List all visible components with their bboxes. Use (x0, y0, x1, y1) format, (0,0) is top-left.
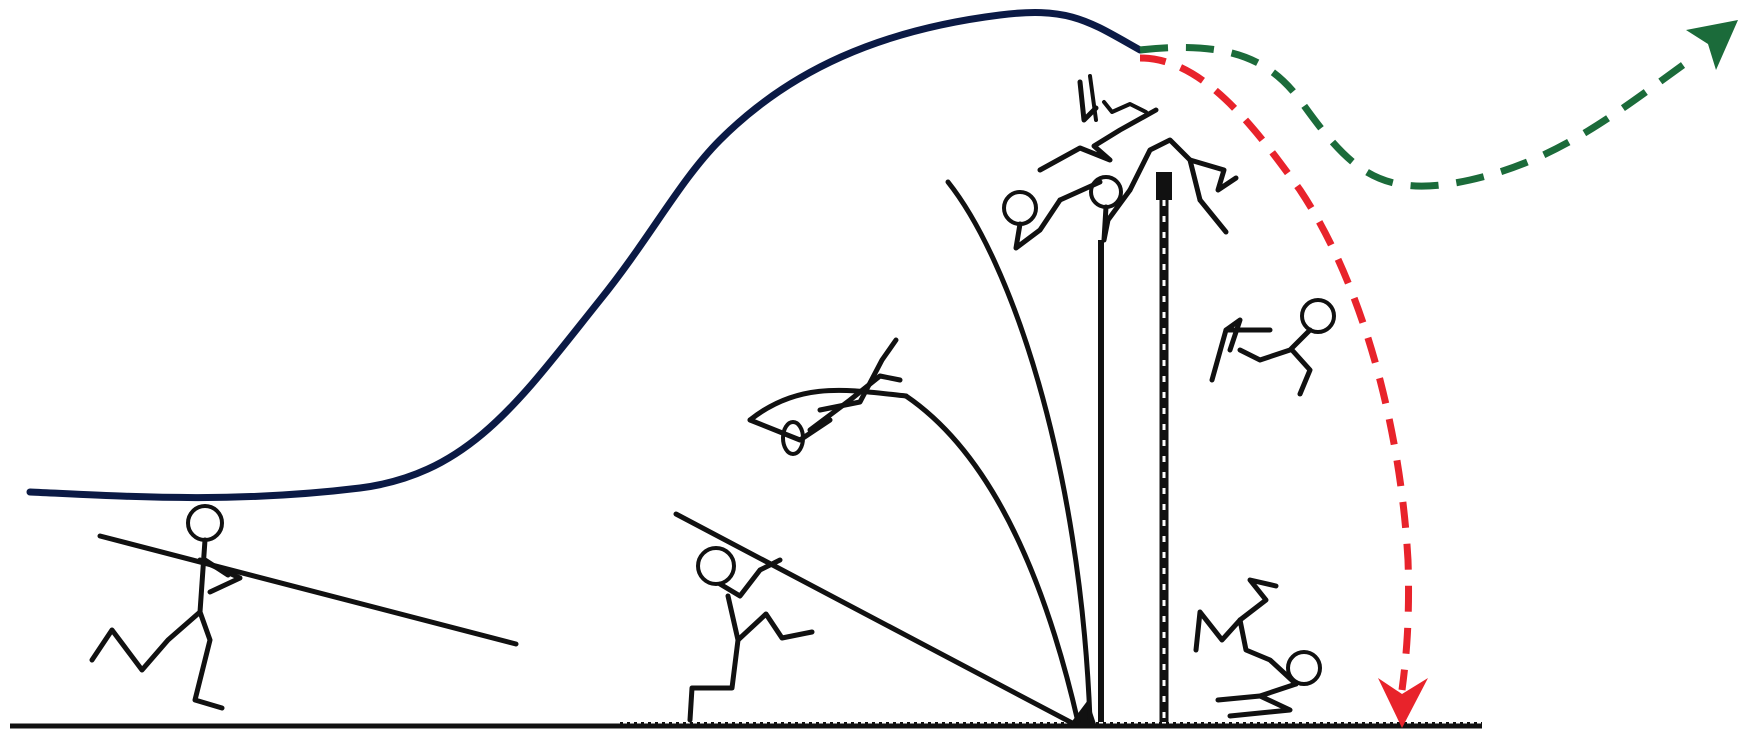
vaulter-takeoff (747, 337, 1081, 725)
vaulter-inverted (1089, 137, 1239, 243)
upright-standard-right (1156, 172, 1172, 722)
vaulter-landing (1193, 577, 1322, 719)
vaulter-plant (673, 511, 1077, 727)
vaulter-run-up (89, 504, 519, 711)
center-of-mass-trajectory (26, 9, 1144, 502)
green-path (1139, 20, 1738, 190)
green-arrow-head (1686, 20, 1738, 70)
vaulter-bar-clearance (1209, 298, 1336, 397)
ground-line (10, 722, 1482, 729)
vaulter-falling (1088, 74, 1148, 122)
red-arrow-head (1378, 678, 1428, 728)
red-path (1139, 54, 1428, 728)
